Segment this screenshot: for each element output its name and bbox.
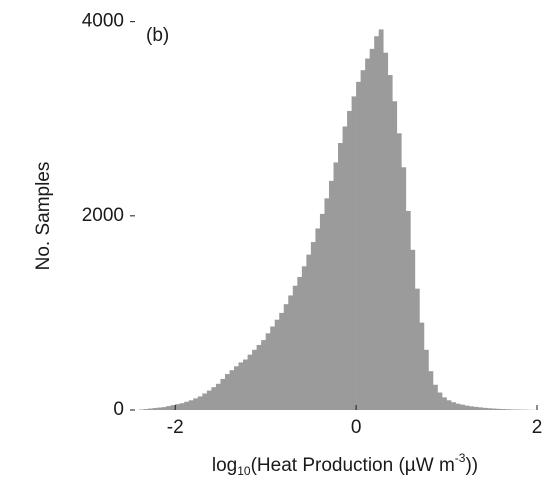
bar [432, 384, 438, 410]
y-tick-label: 0 [113, 399, 124, 420]
bar [464, 405, 470, 410]
bar [496, 408, 502, 410]
bar [306, 254, 312, 410]
bar [315, 228, 321, 410]
y-tick-label: 4000 [82, 11, 124, 32]
bar [152, 408, 158, 410]
bar [202, 393, 208, 410]
annotation: (b) [146, 25, 169, 46]
bar [414, 288, 420, 410]
bar [360, 70, 366, 410]
bar [193, 398, 199, 410]
bar [148, 408, 153, 410]
bar [256, 344, 262, 410]
bar [224, 374, 230, 410]
bar [238, 362, 244, 410]
bar [197, 396, 203, 410]
bar [338, 143, 343, 410]
bar [351, 96, 357, 410]
bar [491, 408, 497, 410]
x-axis-label: log10(Heat Production (µW m-3)) [212, 451, 478, 478]
bar [310, 242, 316, 410]
bar [184, 401, 190, 410]
x-label-part: log [212, 455, 237, 476]
bar [487, 408, 493, 410]
bar [333, 162, 339, 410]
bar [469, 406, 474, 410]
bar [143, 409, 149, 410]
bar [324, 198, 330, 410]
bar [188, 400, 194, 410]
bar [374, 36, 380, 410]
x-label-part: (Heat Production (µW m [251, 455, 455, 476]
bar [229, 370, 235, 410]
bar [161, 407, 167, 410]
x-tick-label: 2 [532, 417, 543, 438]
bar [482, 407, 488, 410]
bar [157, 407, 162, 410]
bar [428, 371, 434, 410]
bar [396, 133, 402, 410]
bar [179, 403, 185, 410]
bar [383, 52, 389, 410]
bar [347, 110, 352, 410]
bar [206, 390, 212, 410]
bar [170, 405, 176, 410]
bar [288, 295, 294, 410]
bar [500, 409, 506, 410]
bar [509, 409, 515, 410]
bar [261, 340, 266, 410]
x-label-sup: -3 [455, 451, 466, 465]
bar [401, 167, 407, 410]
bar [446, 400, 452, 410]
bar [234, 366, 239, 410]
bar [473, 406, 479, 410]
x-tick-label: 0 [351, 417, 362, 438]
bar [270, 326, 276, 410]
bar [211, 387, 217, 410]
bar [356, 81, 361, 410]
bar [423, 349, 429, 410]
bar [392, 101, 398, 410]
y-tick-label: 2000 [82, 205, 124, 226]
bar [437, 392, 443, 410]
bar [478, 407, 484, 410]
x-label-part: )) [465, 455, 478, 476]
bar [442, 397, 447, 410]
bar [283, 304, 289, 410]
bar [378, 29, 384, 410]
bar [319, 213, 325, 410]
bar [292, 285, 298, 410]
bar [369, 48, 375, 410]
bar [505, 409, 511, 410]
bar [220, 378, 226, 410]
bar [410, 249, 416, 410]
bar [451, 402, 456, 410]
bar [297, 276, 303, 410]
bar [387, 75, 393, 410]
bar [365, 58, 370, 410]
bar [419, 322, 425, 410]
bar [405, 210, 411, 410]
bar [455, 403, 461, 410]
bar [328, 180, 334, 410]
bar [279, 312, 285, 410]
bar [265, 333, 271, 410]
bar [243, 359, 248, 410]
bar [247, 354, 253, 410]
x-tick-label: -2 [167, 417, 184, 438]
y-axis-label: No. Samples [33, 162, 54, 271]
bar [252, 349, 257, 410]
bar [215, 383, 221, 410]
x-label-sub: 10 [237, 464, 251, 478]
bar [460, 404, 465, 410]
bar [274, 319, 280, 410]
bar [175, 404, 181, 410]
bar [166, 406, 171, 410]
bar [301, 266, 307, 410]
bar [342, 126, 348, 410]
